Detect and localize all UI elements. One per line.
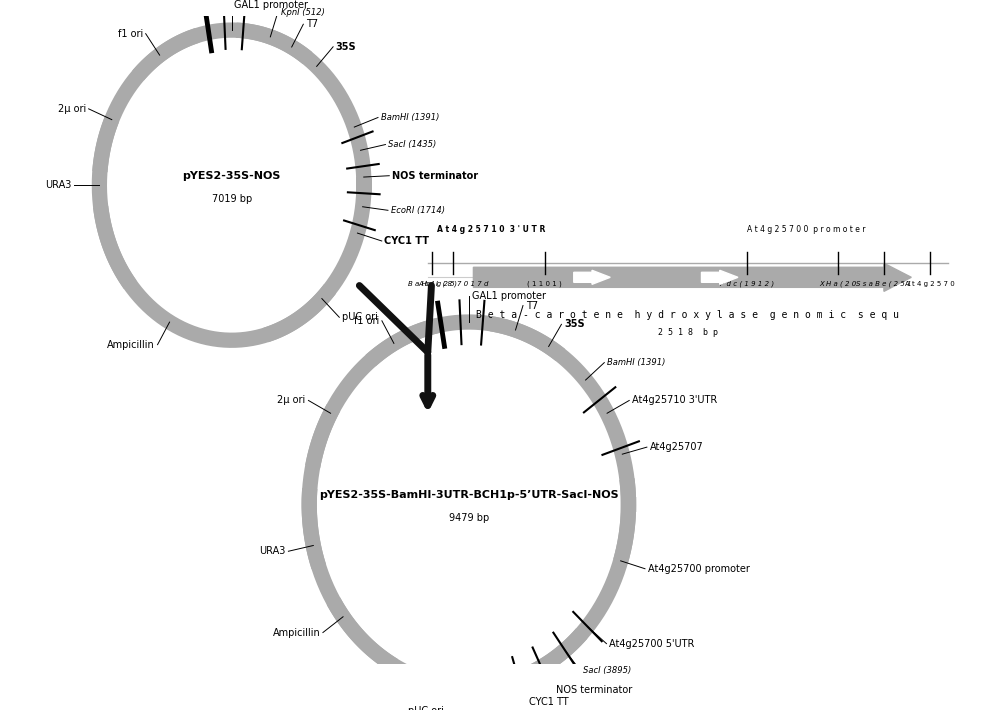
Text: B e t a - c a r o t e n e  h y d r o x y l a s e  g e n o m i c  s e q u: B e t a - c a r o t e n e h y d r o x y … [476, 310, 899, 320]
Text: SacI (3895): SacI (3895) [583, 666, 631, 675]
Text: ( 1 1 0 1 ): ( 1 1 0 1 ) [527, 281, 562, 288]
Text: KpnI (512): KpnI (512) [281, 8, 324, 17]
Text: GAL1 promoter: GAL1 promoter [472, 292, 546, 302]
Text: pYES2-35S-NOS: pYES2-35S-NOS [182, 171, 281, 181]
Text: Ampicillin: Ampicillin [272, 628, 320, 638]
Text: At4g25707: At4g25707 [650, 442, 703, 452]
Text: CYC1 TT: CYC1 TT [384, 236, 429, 246]
Text: A t 4 g 2 5 7 1 0  3 ' U T R: A t 4 g 2 5 7 1 0 3 ' U T R [437, 224, 545, 234]
FancyArrow shape [473, 263, 911, 291]
Text: X H a ( 2 0: X H a ( 2 0 [820, 281, 857, 288]
Text: 35S: 35S [336, 42, 356, 52]
Text: NOS terminator: NOS terminator [392, 170, 478, 181]
Text: B a Hm I  ( 8 ): B a Hm I ( 8 ) [408, 281, 457, 288]
Text: 9479 bp: 9479 bp [449, 513, 489, 523]
FancyArrow shape [574, 271, 610, 284]
Text: pUC ori: pUC ori [342, 312, 378, 322]
Text: At4g25700 5'UTR: At4g25700 5'UTR [609, 638, 695, 649]
Text: 35S: 35S [564, 320, 585, 329]
Text: BamHI (1391): BamHI (1391) [381, 113, 439, 122]
Text: 2μ ori: 2μ ori [58, 104, 86, 114]
FancyArrow shape [701, 271, 738, 284]
Text: 2 5 1 8  b p: 2 5 1 8 b p [658, 329, 718, 337]
Text: At4g25700 promoter: At4g25700 promoter [648, 564, 750, 574]
Text: SacI (1435): SacI (1435) [388, 140, 436, 149]
Text: pUC ori: pUC ori [408, 706, 444, 710]
Text: S s a B e ( 2 5 1: S s a B e ( 2 5 1 [856, 281, 912, 288]
Text: pYES2-35S-BamHI-3UTR-BCH1p-5’UTR-SacI-NOS: pYES2-35S-BamHI-3UTR-BCH1p-5’UTR-SacI-NO… [319, 491, 619, 501]
Text: URA3: URA3 [259, 546, 286, 556]
Text: P d c ( 1 9 1 2 ): P d c ( 1 9 1 2 ) [720, 281, 774, 288]
Text: BamHI (1391): BamHI (1391) [607, 358, 665, 367]
Text: A t 4 g 2 5 7 0 1 7 d: A t 4 g 2 5 7 0 1 7 d [418, 281, 489, 287]
Text: URA3: URA3 [45, 180, 71, 190]
Text: A t 4 g 2 5 7 0: A t 4 g 2 5 7 0 [905, 281, 954, 287]
Text: T7: T7 [306, 19, 318, 29]
Text: EcoRI (1714): EcoRI (1714) [391, 206, 445, 215]
Text: GAL1 promoter: GAL1 promoter [234, 0, 308, 9]
Text: T7: T7 [526, 300, 538, 310]
Text: 2μ ori: 2μ ori [277, 395, 306, 405]
Text: NOS terminator: NOS terminator [556, 684, 632, 695]
Text: A t 4 g 2 5 7 0 0  p r o m o t e r: A t 4 g 2 5 7 0 0 p r o m o t e r [747, 224, 866, 234]
Text: Ampicillin: Ampicillin [107, 339, 155, 349]
Text: At4g25710 3'UTR: At4g25710 3'UTR [632, 395, 717, 405]
Text: f1 ori: f1 ori [118, 28, 143, 38]
Text: f1 ori: f1 ori [354, 316, 379, 326]
Text: 7019 bp: 7019 bp [212, 194, 252, 204]
Text: CYC1 TT: CYC1 TT [529, 697, 568, 707]
